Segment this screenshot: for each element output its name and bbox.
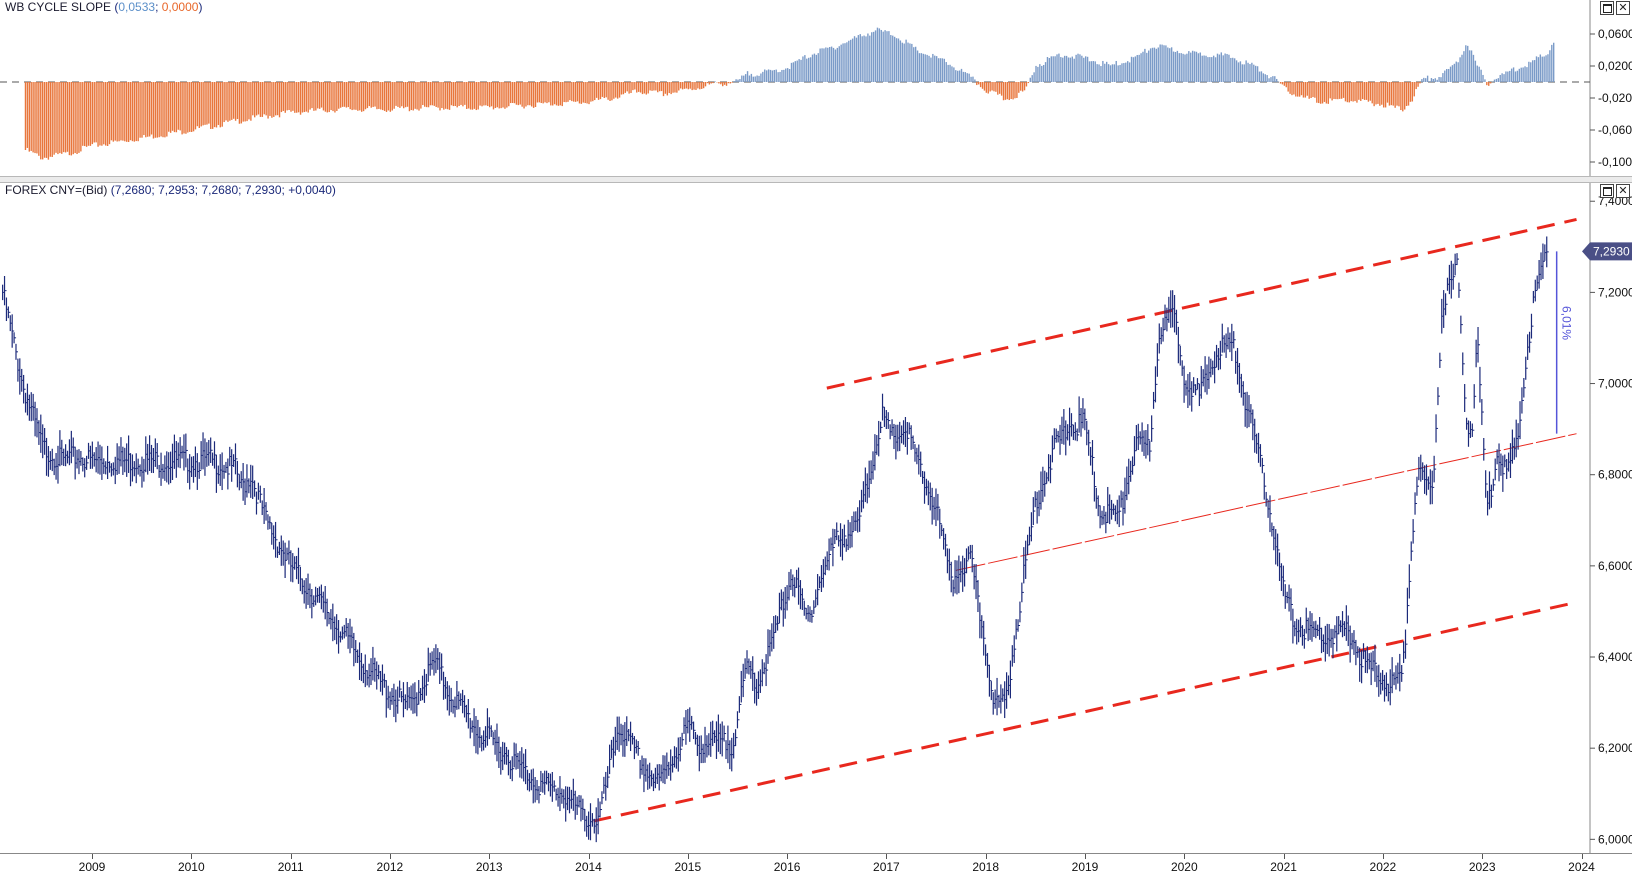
ohlc-close: 7,2930	[244, 183, 282, 197]
x-tick-label: 2015	[674, 860, 702, 874]
x-tick-label: 2017	[873, 860, 900, 874]
x-tick	[1482, 854, 1484, 859]
y-tick-label: 0,0600	[1598, 27, 1632, 41]
close-icon[interactable]: ✕	[1616, 184, 1630, 198]
indicator-panel: 0,0600 0,0200 -0,0200 -0,0600 -0,1000 WB CYC…	[0, 0, 1632, 176]
x-tick	[92, 854, 93, 859]
x-tick	[1581, 854, 1583, 859]
x-tick-label: 2009	[78, 860, 106, 874]
y-tick-label: 6,0000	[1598, 832, 1632, 846]
x-tick-label: 2018	[972, 860, 1000, 874]
instrument-name: FOREX CNY=(Bid)	[5, 183, 108, 197]
x-tick	[1283, 854, 1285, 859]
last-price-tag	[1582, 242, 1632, 261]
last-price-label: 7,2930	[1593, 244, 1630, 258]
x-tick	[787, 854, 789, 859]
x-tick	[985, 854, 987, 859]
x-tick-label: 2021	[1270, 860, 1297, 874]
indicator-chart: 0,0600 0,0200 -0,0200 -0,0600 -0,1000	[0, 0, 1632, 176]
maximize-icon[interactable]	[1600, 1, 1614, 15]
y-tick-label: -0,0200	[1598, 91, 1632, 105]
x-tick-label: 2023	[1468, 860, 1496, 874]
x-tick	[1382, 854, 1384, 859]
price-chart: 7,40007,20007,00006,80006,60006,40006,20…	[2, 183, 1632, 853]
x-tick-label: 2010	[177, 860, 205, 874]
ohlc-open: 7,2680	[114, 183, 152, 197]
indicator-name: WB CYCLE SLOPE	[5, 0, 112, 14]
x-tick	[389, 854, 391, 859]
indicator-value-1: 0,0533	[118, 0, 156, 14]
close-icon[interactable]: ✕	[1616, 1, 1630, 15]
y-tick-label: 7,2000	[1598, 285, 1632, 299]
y-tick-label: 6,4000	[1598, 650, 1632, 664]
x-tick	[588, 854, 590, 859]
y-tick-label: -0,0600	[1598, 123, 1632, 137]
trend-line-dashed	[593, 600, 1577, 823]
x-tick-label: 2019	[1071, 860, 1099, 874]
x-tick	[191, 854, 193, 859]
x-tick	[1184, 854, 1186, 859]
x-tick-label: 2012	[376, 860, 404, 874]
price-panel: 7,4000 7,2000 7,0000 6,8000 6,6000 6,4000 6,20…	[0, 183, 1632, 853]
x-tick-label: 2020	[1170, 860, 1198, 874]
x-tick	[687, 854, 689, 859]
x-tick	[489, 854, 491, 859]
x-tick	[886, 854, 888, 859]
measure-label: 6,01%	[1560, 306, 1574, 340]
x-tick-label: 2022	[1369, 860, 1397, 874]
ohlc-change: +0,0040	[288, 183, 332, 197]
x-tick	[1085, 854, 1086, 859]
ohlc-low: 7,2680	[201, 183, 239, 197]
x-tick	[290, 854, 292, 859]
x-tick-label: 2011	[277, 860, 304, 874]
price-title: FOREX CNY=(Bid) (7,2680; 7,2953; 7,2680;…	[5, 183, 336, 197]
ohlc-high: 7,2953	[158, 183, 195, 197]
y-tick-label: 7,0000	[1598, 377, 1632, 391]
y-tick-label: 6,6000	[1598, 559, 1632, 573]
indicator-value-2: 0,0000	[161, 0, 199, 14]
x-tick-label: 2024	[1568, 860, 1595, 874]
x-tick-label: 2013	[475, 860, 503, 874]
y-tick-label: 6,2000	[1598, 741, 1632, 755]
y-tick-label: -0,1000	[1598, 155, 1632, 169]
y-tick-label: 6,8000	[1598, 468, 1632, 482]
indicator-title: WB CYCLE SLOPE (0,0533; 0,0000)	[5, 0, 203, 14]
panel-splitter[interactable]	[0, 176, 1632, 183]
x-axis: 2009 2010 2011 2012 2013 2014 2015 2016 2017 2018…	[0, 853, 1632, 881]
trend-line-dashed	[826, 217, 1577, 390]
y-tick-label: 0,0200	[1598, 59, 1632, 73]
x-tick-label: 2014	[575, 860, 602, 874]
maximize-icon[interactable]	[1600, 184, 1614, 198]
x-tick-label: 2016	[773, 860, 801, 874]
